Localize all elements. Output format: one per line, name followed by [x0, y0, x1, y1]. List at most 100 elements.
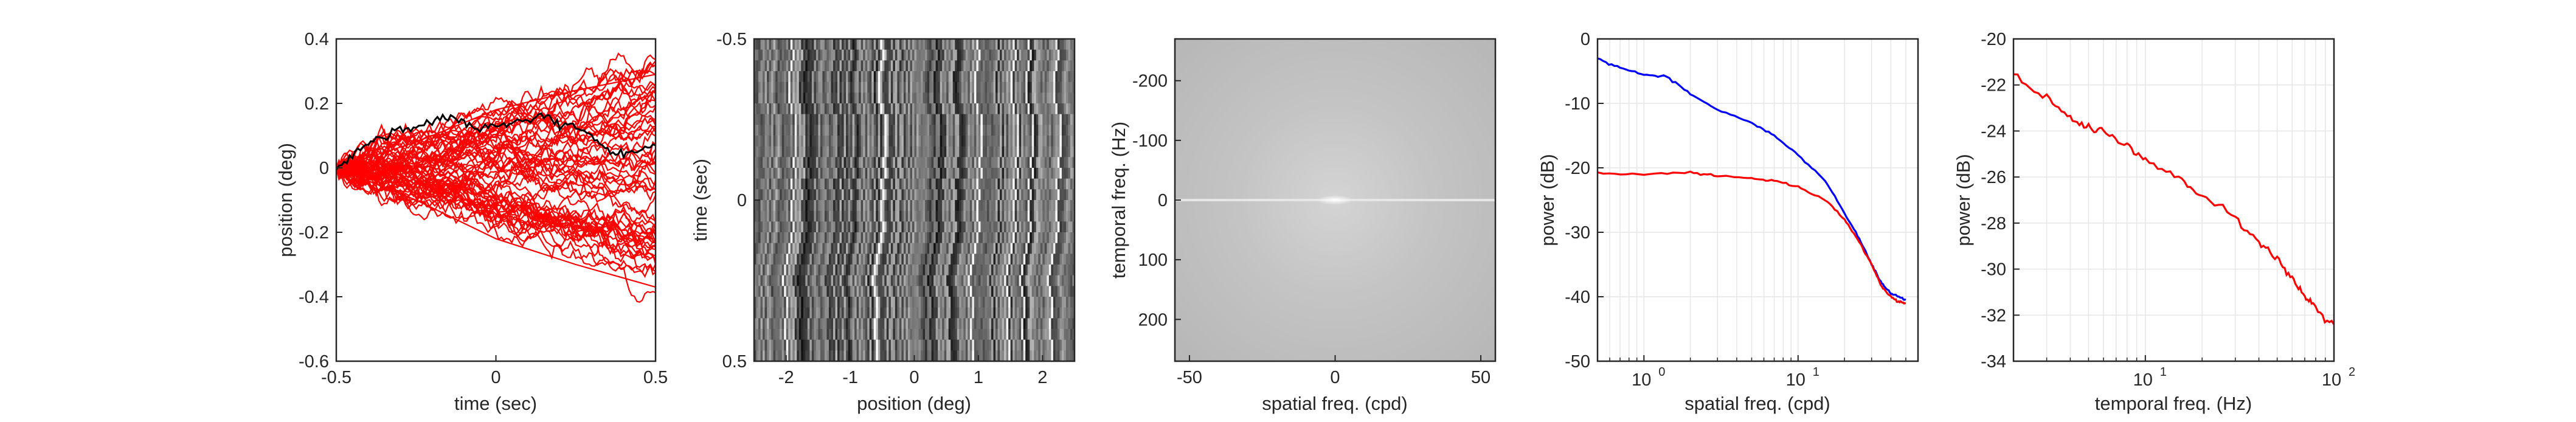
movie-pixel: [1019, 243, 1022, 254]
movie-pixel: [985, 275, 988, 286]
movie-pixel: [1040, 318, 1043, 330]
movie-pixel: [965, 210, 968, 222]
movie-pixel: [963, 210, 966, 222]
movie-pixel: [850, 275, 853, 286]
movie-pixel: [929, 157, 932, 168]
movie-pixel: [814, 297, 817, 308]
movie-pixel: [890, 189, 893, 201]
movie-pixel: [901, 39, 904, 50]
movie-pixel: [944, 232, 947, 244]
movie-pixel: [873, 168, 876, 179]
movie-pixel: [876, 146, 879, 157]
movie-pixel: [786, 114, 789, 125]
movie-pixel: [826, 125, 829, 136]
movie-pixel: [910, 92, 913, 104]
movie-pixel: [921, 189, 924, 201]
movie-pixel: [1023, 60, 1026, 72]
movie-pixel: [1027, 125, 1030, 136]
movie-pixel: [756, 307, 759, 319]
movie-pixel: [826, 49, 829, 61]
movie-pixel: [878, 221, 881, 233]
movie-pixel: [968, 157, 971, 168]
movie-pixel: [1070, 265, 1073, 276]
movie-pixel: [886, 200, 889, 212]
movie-pixel: [912, 60, 915, 72]
movie-pixel: [1072, 146, 1075, 157]
movie-pixel: [1034, 114, 1037, 125]
movie-pixel: [948, 286, 951, 297]
movie-pixel: [1057, 200, 1060, 212]
movie-pixel: [822, 350, 825, 362]
movie-pixel: [807, 265, 810, 276]
movie-pixel: [811, 103, 814, 115]
movie-pixel: [865, 81, 868, 93]
movie-pixel: [884, 92, 887, 104]
movie-pixel: [912, 339, 915, 351]
movie-pixel: [927, 318, 930, 330]
movie-pixel: [837, 103, 840, 115]
movie-pixel: [878, 114, 881, 125]
movie-pixel: [764, 168, 767, 179]
movie-pixel: [763, 136, 766, 147]
movie-pixel: [869, 168, 872, 179]
movie-pixel: [854, 178, 857, 190]
movie-pixel: [859, 286, 862, 297]
movie-pixel: [993, 221, 996, 233]
movie-pixel: [903, 189, 907, 201]
movie-pixel: [997, 307, 1000, 319]
movie-pixel: [811, 125, 814, 136]
movie-pixel: [1025, 168, 1028, 179]
movie-pixel: [916, 221, 919, 233]
movie-pixel: [863, 275, 866, 286]
movie-pixel: [903, 200, 907, 212]
movie-pixel: [886, 81, 889, 93]
movie-pixel: [952, 318, 955, 330]
movie-pixel: [950, 265, 954, 276]
movie-pixel: [907, 178, 911, 190]
movie-pixel: [1023, 329, 1026, 341]
movie-pixel: [886, 92, 889, 104]
movie-pixel: [907, 71, 911, 83]
movie-pixel: [1031, 146, 1034, 157]
movie-pixel: [989, 329, 992, 341]
movie-pixel: [963, 114, 966, 125]
movie-pixel: [848, 307, 851, 319]
movie-pixel: [860, 189, 864, 201]
movie-pixel: [814, 60, 817, 72]
movie-pixel: [797, 157, 800, 168]
movie-pixel: [997, 39, 1000, 50]
movie-pixel: [756, 71, 759, 83]
movie-pixel: [952, 297, 955, 308]
movie-pixel: [884, 265, 887, 276]
movie-pixel: [921, 178, 924, 190]
movie-pixel: [1025, 221, 1028, 233]
movie-pixel: [835, 178, 838, 190]
movie-pixel: [878, 60, 881, 72]
movie-pixel: [767, 265, 770, 276]
movie-pixel: [1017, 318, 1020, 330]
movie-pixel: [931, 350, 934, 362]
movie-pixel: [1064, 210, 1067, 222]
movie-pixel: [869, 210, 872, 222]
movie-pixel: [1027, 200, 1030, 212]
movie-pixel: [965, 39, 968, 50]
movie-pixel: [876, 114, 879, 125]
movie-pixel: [842, 39, 845, 50]
movie-pixel: [775, 168, 778, 179]
movie-pixel: [929, 178, 932, 190]
movie-pixel: [1025, 136, 1028, 147]
movie-pixel: [820, 275, 823, 286]
movie-pixel: [968, 297, 971, 308]
movie-pixel: [839, 297, 842, 308]
movie-pixel: [978, 275, 982, 286]
movie-pixel: [805, 168, 808, 179]
movie-pixel: [974, 221, 977, 233]
movie-pixel: [803, 81, 806, 93]
movie-pixel: [1053, 168, 1056, 179]
movie-pixel: [976, 157, 979, 168]
movie-pixel: [842, 178, 845, 190]
movie-pixel: [801, 60, 804, 72]
movie-pixel: [942, 114, 945, 125]
movie-pixel: [886, 146, 889, 157]
movie-pixel: [1031, 125, 1034, 136]
